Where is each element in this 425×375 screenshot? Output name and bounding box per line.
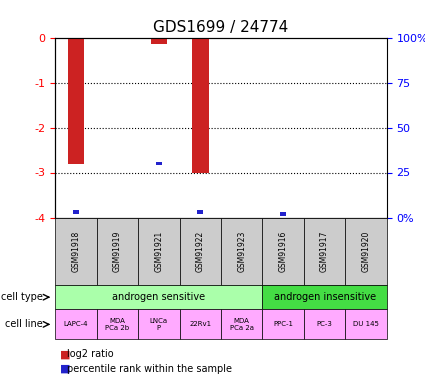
Text: GSM91917: GSM91917 — [320, 231, 329, 272]
Text: GSM91916: GSM91916 — [279, 231, 288, 272]
Bar — [280, 212, 286, 216]
Text: cell type: cell type — [0, 292, 42, 302]
Bar — [192, 38, 209, 172]
Text: MDA
PCa 2a: MDA PCa 2a — [230, 318, 254, 331]
Text: androgen insensitive: androgen insensitive — [274, 292, 376, 302]
Text: GSM91922: GSM91922 — [196, 231, 205, 272]
Text: percentile rank within the sample: percentile rank within the sample — [67, 364, 232, 374]
Text: LNCa
P: LNCa P — [150, 318, 168, 331]
Text: 22Rv1: 22Rv1 — [189, 321, 211, 327]
Text: PPC-1: PPC-1 — [273, 321, 293, 327]
Text: DU 145: DU 145 — [353, 321, 379, 327]
Text: ■: ■ — [60, 364, 71, 374]
Text: MDA
PCa 2b: MDA PCa 2b — [105, 318, 130, 331]
Title: GDS1699 / 24774: GDS1699 / 24774 — [153, 20, 289, 35]
Text: GSM91921: GSM91921 — [154, 231, 163, 272]
Text: androgen sensitive: androgen sensitive — [112, 292, 205, 302]
Text: PC-3: PC-3 — [317, 321, 332, 327]
Bar — [197, 210, 204, 214]
Text: GSM91923: GSM91923 — [237, 231, 246, 272]
Bar — [68, 38, 84, 164]
Text: ■: ■ — [60, 350, 71, 359]
Text: log2 ratio: log2 ratio — [67, 350, 114, 359]
Bar — [73, 210, 79, 214]
Text: LAPC-4: LAPC-4 — [64, 321, 88, 327]
Text: GSM91920: GSM91920 — [362, 231, 371, 272]
Text: GSM91918: GSM91918 — [71, 231, 80, 272]
Bar — [150, 38, 167, 44]
Text: cell line: cell line — [5, 320, 42, 329]
Text: GSM91919: GSM91919 — [113, 231, 122, 272]
Bar — [156, 162, 162, 165]
